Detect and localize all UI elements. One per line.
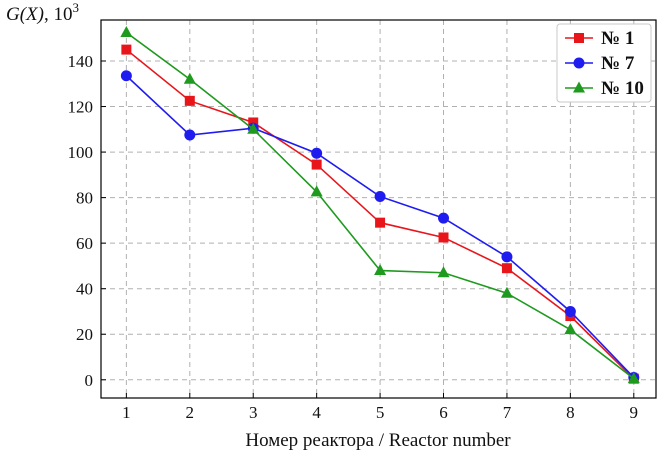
x-tick-label: 6 — [439, 403, 448, 422]
data-point — [374, 190, 386, 202]
x-tick-label: 8 — [566, 403, 575, 422]
data-point — [120, 70, 132, 82]
x-tick-label: 2 — [186, 403, 195, 422]
y-tick-label: 20 — [76, 325, 93, 344]
data-point — [184, 95, 195, 106]
y-tick-label: 120 — [68, 98, 94, 117]
x-tick-label: 3 — [249, 403, 258, 422]
x-tick-label: 5 — [376, 403, 385, 422]
data-point — [438, 232, 449, 243]
y-tick-label: 140 — [68, 52, 94, 71]
plot-frame — [100, 19, 657, 399]
grid — [101, 20, 656, 398]
data-point — [438, 212, 450, 224]
data-point — [374, 263, 387, 275]
legend: № 1 № 7 № 10 — [556, 23, 652, 103]
y-axis-exponent: 3 — [72, 0, 79, 15]
legend-marker — [573, 57, 585, 69]
data-point — [311, 147, 323, 159]
y-tick-label: 60 — [76, 234, 93, 253]
data-point — [248, 117, 259, 128]
legend-box — [556, 23, 652, 103]
data-point — [564, 305, 576, 317]
x-tick-label: 4 — [312, 403, 321, 422]
data-point — [183, 72, 196, 84]
legend-label: № 10 — [601, 78, 644, 99]
data-point — [437, 266, 450, 278]
series-layer — [120, 26, 640, 384]
y-axis-variable: G(X) — [6, 4, 44, 25]
y-tick-label: 0 — [85, 371, 94, 390]
data-point — [310, 185, 323, 197]
y-tick-label: 40 — [76, 280, 93, 299]
tick-layer: 1 2 3 4 5 6 7 8 9 0 20 40 60 80 100 120 140 — [68, 52, 639, 422]
x-tick-label: 1 — [122, 403, 131, 422]
data-point — [247, 122, 260, 134]
legend-label: № 1 — [601, 28, 634, 49]
y-tick-label: 100 — [68, 143, 94, 162]
data-point — [121, 44, 132, 55]
legend-marker — [573, 81, 585, 93]
legend-label: № 7 — [601, 53, 635, 74]
data-point — [120, 26, 133, 38]
y-axis-title: G(X), 103 — [6, 0, 79, 25]
data-point — [184, 129, 196, 141]
x-axis-title: Номер реактора / Reactor number — [245, 430, 511, 451]
data-point — [375, 217, 386, 228]
data-point — [627, 372, 640, 384]
data-point — [501, 251, 513, 263]
data-point — [500, 286, 513, 298]
data-point — [311, 159, 322, 170]
data-point — [564, 323, 577, 335]
y-axis-unit: , 10 — [44, 4, 73, 25]
legend-marker — [574, 33, 584, 43]
series-3 — [120, 26, 640, 384]
x-tick-label: 7 — [503, 403, 512, 422]
data-point — [501, 263, 512, 274]
y-tick-label: 80 — [76, 189, 93, 208]
x-tick-label: 9 — [630, 403, 639, 422]
